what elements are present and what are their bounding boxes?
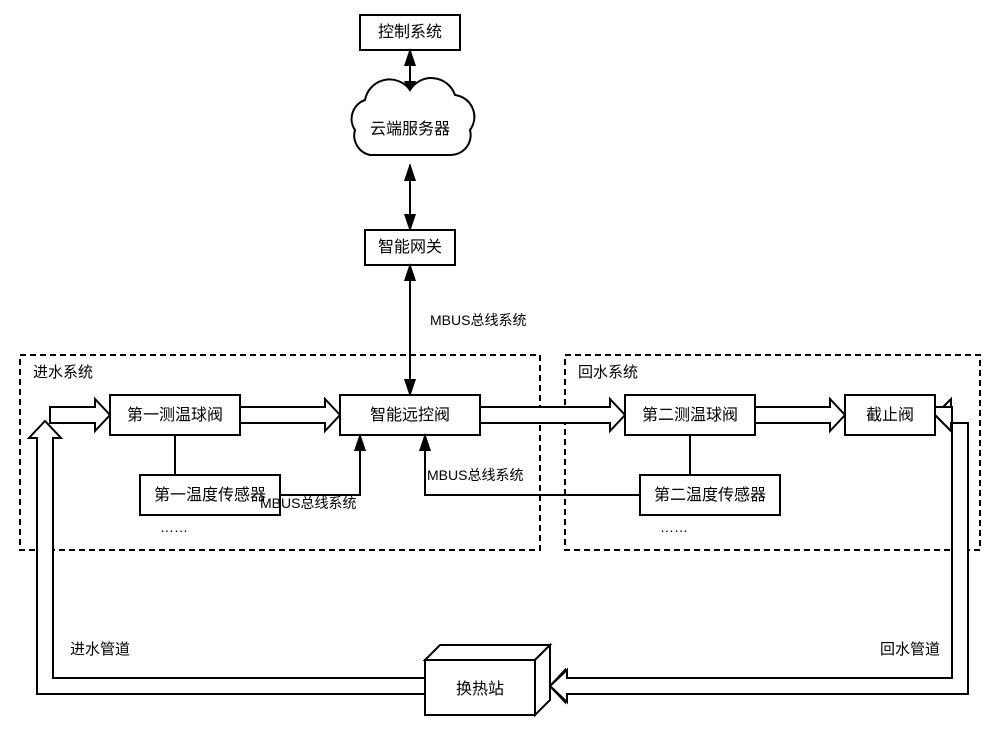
inlet-system-group [20, 355, 540, 550]
inlet-pipe-label: 进水管道 [70, 641, 130, 658]
valve1-label: 第一测温球阀 [127, 406, 223, 424]
return-pipe-label: 回水管道 [880, 641, 940, 658]
cloud-server-label: 云端服务器 [370, 120, 450, 138]
cloud-server-node: 云端服务器 [352, 78, 475, 155]
flow-arrow-remote-valve2 [480, 399, 625, 431]
mbus-label-3: MBUS总线系统 [427, 467, 523, 483]
return-system-label: 回水系统 [578, 364, 638, 381]
temp-sensor1-label: 第一温度传感器 [154, 486, 266, 504]
control-system-label: 控制系统 [378, 23, 442, 41]
edge-sensor2-remote [425, 435, 640, 495]
smart-gateway-label: 智能网关 [378, 238, 442, 256]
dots1: …… [160, 519, 188, 535]
dots2: …… [660, 519, 688, 535]
remote-valve-label: 智能远控阀 [370, 406, 450, 424]
diagram-canvas: 控制系统 云端服务器 智能网关 MBUS总线系统 进水系统 回水系统 第一测温球… [0, 0, 1000, 743]
mbus-label-2: MBUS总线系统 [260, 495, 356, 511]
flow-arrow-valve2-stop [755, 399, 845, 431]
inlet-system-label: 进水系统 [33, 364, 93, 381]
mbus-label-1: MBUS总线系统 [430, 312, 526, 328]
heat-station-node: 换热站 [425, 645, 550, 715]
edge-sensor1-remote [280, 435, 360, 495]
flow-arrow-entry-valve1 [50, 399, 110, 431]
flow-arrow-valve1-remote [240, 399, 340, 431]
stop-valve-label: 截止阀 [866, 406, 914, 424]
heat-station-label: 换热站 [456, 680, 504, 698]
return-system-group [565, 355, 980, 550]
temp-sensor2-label: 第二温度传感器 [654, 486, 766, 504]
valve2-label: 第二测温球阀 [642, 406, 738, 424]
